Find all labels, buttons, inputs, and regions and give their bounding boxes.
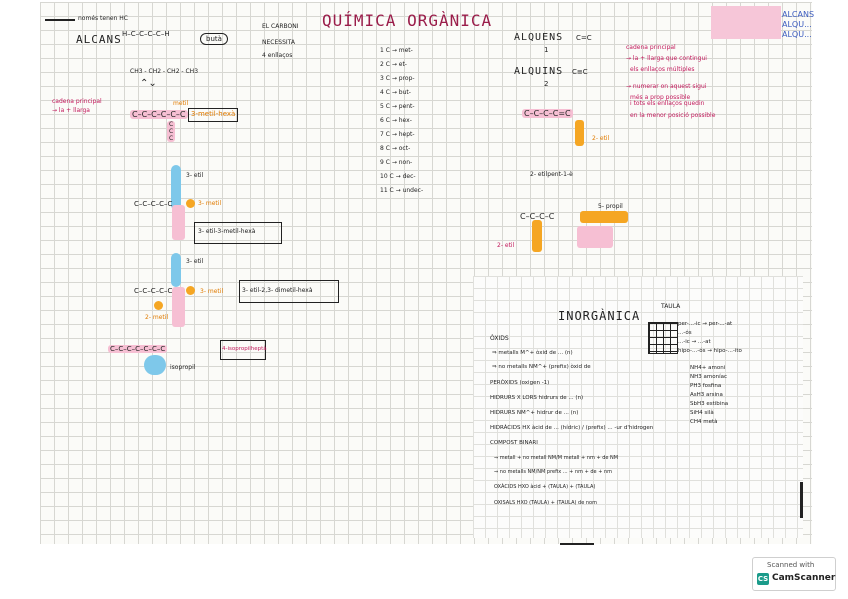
bond-double: C=C [576,34,592,42]
sheet-edge-mark [800,482,803,518]
camscanner-logo-icon: CS [757,573,769,585]
taula-row-4: hipo-...-ós → hipo-...-ito [678,348,742,354]
title-alquins: ALQUINS [514,66,564,77]
pink-vertical-3 [172,287,185,327]
methyl-dot-2 [186,199,195,208]
title-inorganica: INORGÀNICA [558,309,641,323]
blue-branch-3 [171,253,181,287]
structure-butane: H–C–C–C–C–H [122,30,170,38]
blue-branch-2 [171,165,181,210]
alkyne-pink-branch [577,226,613,248]
taula-grid [648,322,678,354]
boxed-butane: butà [200,33,228,45]
alkene-chain: C–C–C–C=C [522,109,573,118]
name-box-4 [220,340,266,360]
taula-row-3: ...-ic → ...-at [678,339,711,345]
alkyne-chain: C–C–C–C [520,212,555,221]
name-3: 3- etil-2,3- dimetil-hexà [242,287,313,294]
etil-label-1: 3- etil [186,172,204,179]
methyl-dot-3 [186,286,195,295]
name-box-1 [188,108,238,122]
note-only-hc: només tenen HC [78,15,128,22]
pink-vertical-2 [172,205,185,240]
chain-4: C–C–C–C–C–C–C [108,345,168,353]
notebook-page [40,2,812,544]
title-alquens: ALQUENS [514,32,564,43]
carboni-line3: 4 enllaços [262,52,293,59]
alkyne-branch-vertical [532,220,542,252]
chain-3: C–C–C–C–C [134,287,173,295]
title-alcans: ALCANS [76,33,122,46]
alkyne-etil: 2- etil [497,242,515,249]
note-cadena-principal: cadena principal [52,98,102,105]
condensed-formula: CH3 - CH2 - CH2 - CH3 [130,68,199,75]
sheet-bottom-mark [560,543,594,545]
suffix-e: 1 [544,46,549,54]
metil-label: metil [173,100,189,107]
side-label-1: ALCANS [782,10,815,19]
alkyne-branch-horizontal [580,211,628,223]
chain-2: C–C–C–C–C [134,200,173,208]
taula-row-2: ...-ós [678,330,692,336]
chain-1: C–C–C–C–C–C [130,110,188,119]
zigzag: ⌃⌄ [140,78,157,89]
metil-label-3: 3- metil [200,288,224,295]
name-box-3 [239,280,339,303]
page-title: QUÍMICA ORGÀNICA [322,11,493,30]
pink-sticky-note [711,6,781,39]
underline-top [45,19,75,21]
carboni-line2: NECESSITA [262,39,295,46]
title-taula: TAULA [661,303,681,310]
name-box-2 [194,222,282,244]
name-2: 3- etil-3-metil-hexà [198,228,256,235]
taula-row-1: per-...-ic → per-...-at [678,321,733,327]
side-label-2: ALQU... [782,20,812,29]
inorganica-sheet [473,276,803,538]
methyl-dot-4 [154,301,163,310]
isopropil-label: isopropil [170,364,196,371]
carboni-line1: EL CARBONI [262,23,299,30]
name-4: 4-isopropilheptà [222,346,267,352]
metil-label-2: 3- metil [198,200,222,207]
metil-label-4: 2- metil [145,314,169,321]
alkyne-prop: 5- propil [598,203,623,210]
side-label-3: ALQU... [782,30,812,39]
camscanner-badge: Scanned with CS CamScanner [752,557,836,591]
name-1: 3-metil-hexà [191,110,236,118]
suffix-i: 2 [544,80,549,88]
etil-label-2: 3- etil [186,258,204,265]
alkene-etil: 2- etil [592,135,610,142]
scanner-caption: Scanned with [767,561,815,569]
alkene-name-1: 2- etilpent-1-è [530,171,573,178]
note-mes-llarga: → la + llarga [52,107,90,114]
alkene-branch [575,120,584,146]
bond-triple: C≡C [572,68,588,76]
isopropyl-blob [144,355,166,375]
scanner-brand: CamScanner [772,573,836,583]
